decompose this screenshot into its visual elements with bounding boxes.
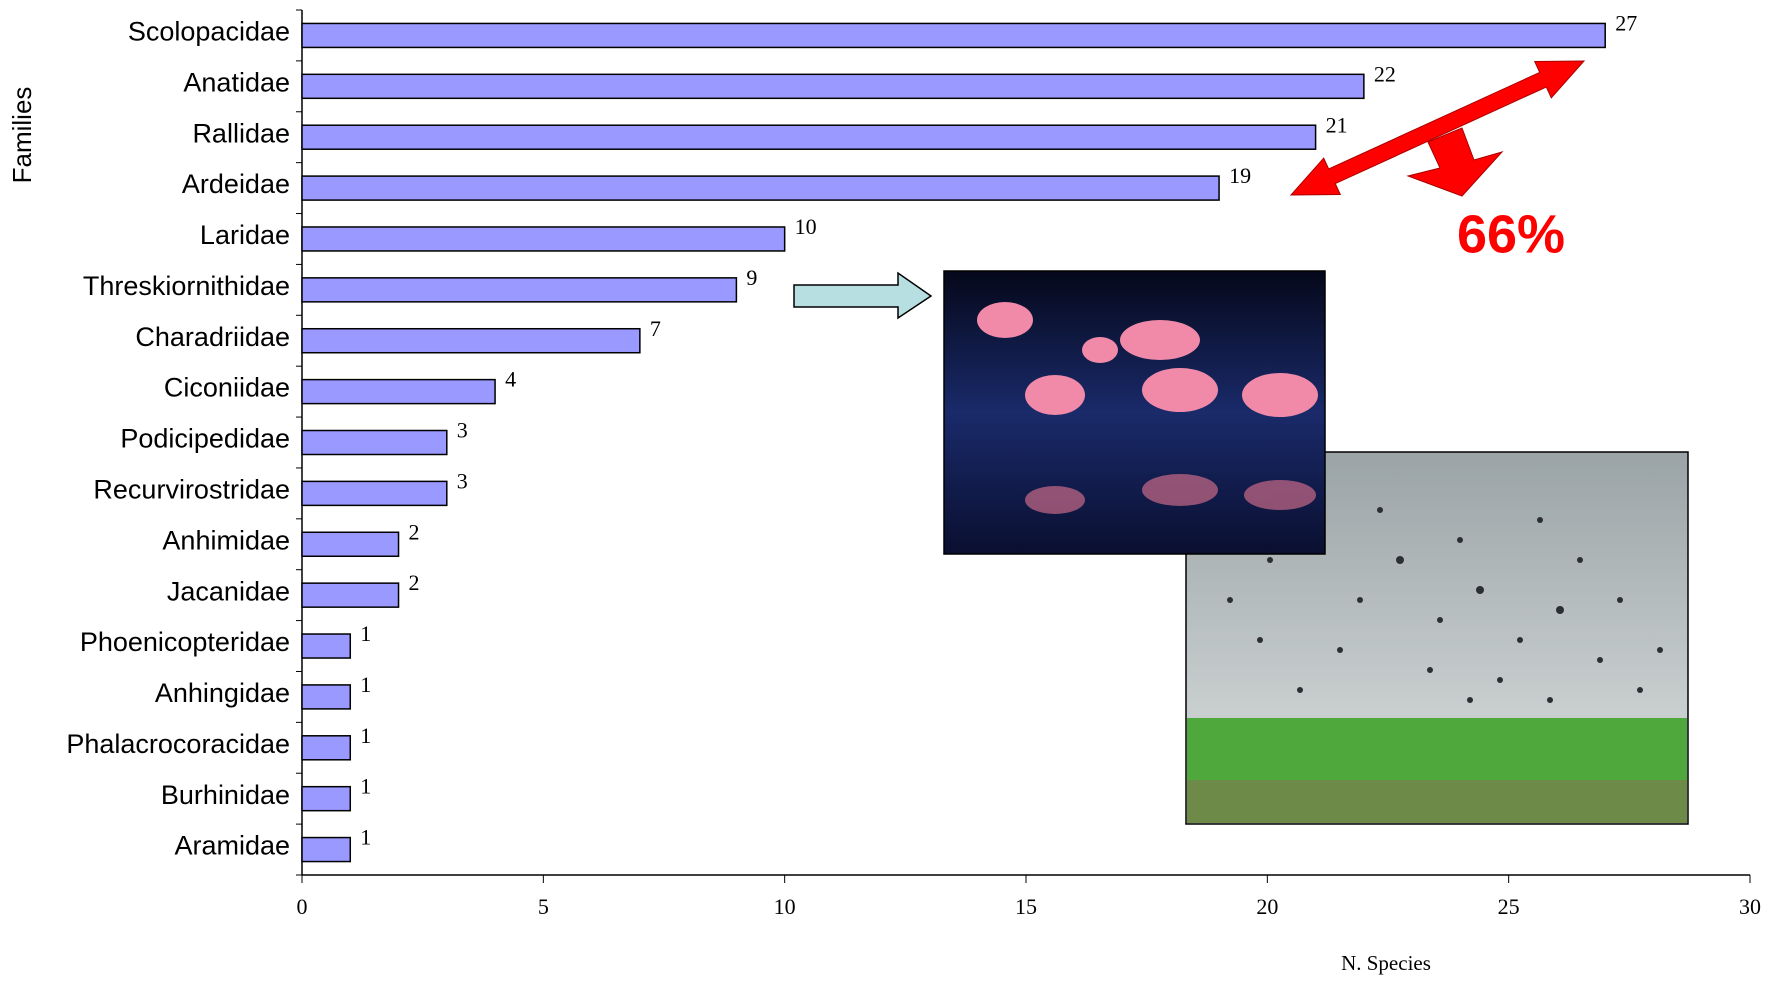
- value-label: 2: [409, 570, 420, 595]
- value-label: 3: [457, 468, 468, 493]
- value-label: 9: [746, 265, 757, 290]
- bar: [301, 531, 400, 558]
- value-label: 27: [1615, 10, 1637, 35]
- value-label: 21: [1326, 112, 1348, 137]
- y-axis-label: Families: [7, 87, 37, 184]
- bar: [301, 633, 352, 659]
- value-label: 1: [360, 672, 371, 697]
- value-label: 7: [650, 316, 661, 341]
- bar: [301, 226, 786, 252]
- x-tick-label: 25: [1498, 894, 1520, 919]
- y-tick-label: Rallidae: [192, 118, 290, 148]
- value-label: 3: [457, 418, 468, 443]
- x-axis-label: N. Species: [1341, 951, 1431, 975]
- x-tick-label: 20: [1256, 894, 1278, 919]
- photo-spoonbills: [943, 270, 1326, 555]
- y-tick-label: Jacanidae: [167, 576, 290, 606]
- bar: [301, 327, 641, 354]
- value-label: 10: [795, 214, 817, 239]
- x-tick-label: 15: [1015, 894, 1037, 919]
- x-tick-label: 10: [774, 894, 796, 919]
- y-tick-label: Burhinidae: [161, 780, 290, 810]
- y-tick-label: Podicipedidae: [120, 424, 290, 454]
- y-tick-label: Charadriidae: [135, 322, 290, 352]
- annotation: 66%: [1457, 204, 1565, 264]
- value-label: 1: [360, 774, 371, 799]
- bar: [301, 175, 1220, 201]
- y-tick-label: Phalacrocoracidae: [66, 729, 290, 759]
- value-label: 19: [1229, 163, 1251, 188]
- value-label: 1: [360, 825, 371, 850]
- bar: [301, 378, 496, 405]
- bar: [301, 22, 1606, 49]
- bar: [301, 582, 400, 608]
- y-tick-label: Recurvirostridae: [93, 475, 290, 505]
- value-label: 2: [409, 519, 420, 544]
- y-tick-label: Scolopacidae: [128, 17, 290, 47]
- value-label: 4: [505, 367, 516, 392]
- y-tick-label: Anhimidae: [162, 525, 290, 555]
- bar: [301, 785, 352, 812]
- x-tick-label: 0: [297, 894, 308, 919]
- y-tick-label: Ciconiidae: [164, 373, 290, 403]
- bar: [301, 429, 448, 456]
- y-tick-label: Phoenicopteridae: [80, 627, 290, 657]
- y-tick-label: Threskiornithidae: [83, 271, 290, 301]
- value-label: 1: [360, 621, 371, 646]
- bar: [301, 836, 352, 863]
- value-label: 22: [1374, 61, 1396, 86]
- bar: [301, 73, 1365, 100]
- y-tick-label: Ardeidae: [182, 169, 290, 199]
- x-tick-label: 30: [1739, 894, 1761, 919]
- pointer-arrow: [793, 271, 933, 320]
- bar: [301, 735, 352, 761]
- y-tick-label: Anatidae: [183, 67, 290, 97]
- y-tick-label: Laridae: [200, 220, 290, 250]
- y-tick-label: Aramidae: [174, 831, 290, 861]
- down-arrow: [1406, 127, 1504, 197]
- bar: [301, 480, 448, 507]
- double-arrow: [1289, 60, 1586, 196]
- bar: [301, 684, 352, 710]
- bar: [301, 124, 1317, 150]
- value-label: 1: [360, 723, 371, 748]
- y-tick-label: Anhingidae: [155, 678, 290, 708]
- x-tick-label: 5: [538, 894, 549, 919]
- bar: [301, 277, 738, 303]
